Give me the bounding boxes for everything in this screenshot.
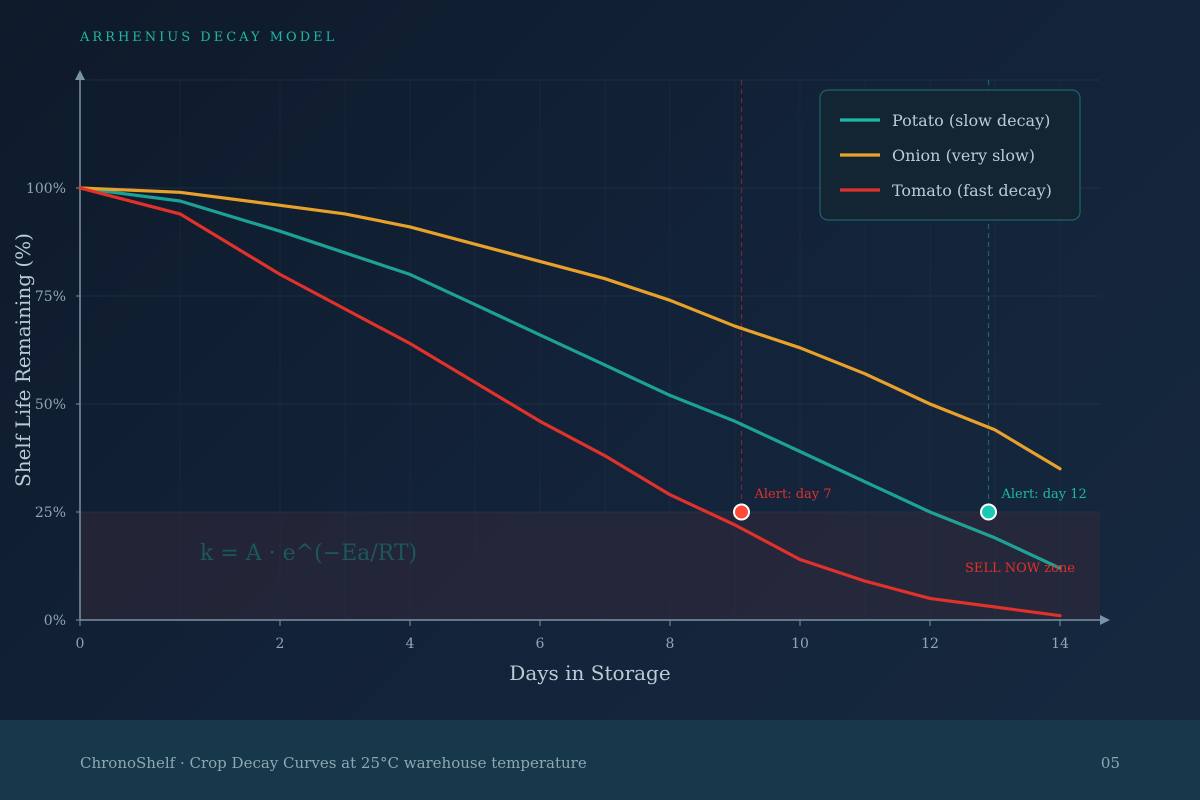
x-tick-label: 0 <box>76 636 85 652</box>
y-tick-label: 75% <box>35 289 66 305</box>
series-line <box>78 186 1062 570</box>
decay-chart: 0% 25% 50% 75% 100% 0 2 4 6 8 10 12 14 k = A · e^(−E… <box>11 70 1110 685</box>
footer-caption: ChronoShelf · Crop Decay Curves at 25°C … <box>80 754 587 772</box>
formula-label: k = A · e^(−Ea/RT) <box>200 541 417 566</box>
alert-marker <box>733 503 750 521</box>
eyebrow-title: ARRHENIUS DECAY MODEL <box>80 30 338 45</box>
series-line <box>78 186 1062 471</box>
x-tick-label: 4 <box>406 636 415 652</box>
alert-marker <box>980 503 997 521</box>
zone-label: SELL NOW zone <box>965 561 1075 576</box>
x-axis-arrow-icon <box>1100 615 1110 625</box>
series-line <box>78 186 1062 618</box>
legend-label: Tomato (fast decay) <box>892 181 1052 200</box>
footer-bar: ChronoShelf · Crop Decay Curves at 25°C … <box>0 720 1200 800</box>
sell-now-zone <box>80 512 1100 620</box>
y-tick-label: 50% <box>35 397 66 413</box>
alert-label: Alert: day 12 <box>1001 487 1087 502</box>
x-tick-label: 6 <box>536 636 545 652</box>
legend-label: Potato (slow decay) <box>892 111 1050 130</box>
y-axis-title: Shelf Life Remaining (%) <box>11 233 35 487</box>
y-tick-label: 100% <box>26 181 66 197</box>
x-tick-label: 10 <box>791 636 809 652</box>
alert-label: Alert: day 7 <box>754 487 832 502</box>
y-tick-label: 25% <box>35 505 66 521</box>
legend-label: Onion (very slow) <box>892 146 1035 165</box>
x-tick-label: 2 <box>276 636 285 652</box>
x-tick-label: 14 <box>1051 636 1069 652</box>
y-tick-label: 0% <box>44 613 66 629</box>
x-tick-label: 8 <box>666 636 675 652</box>
x-tick-label: 12 <box>921 636 939 652</box>
page-number: 05 <box>1100 754 1120 772</box>
y-axis-arrow-icon <box>75 70 85 80</box>
x-axis-title: Days in Storage <box>509 661 670 685</box>
legend-box <box>819 89 1081 221</box>
